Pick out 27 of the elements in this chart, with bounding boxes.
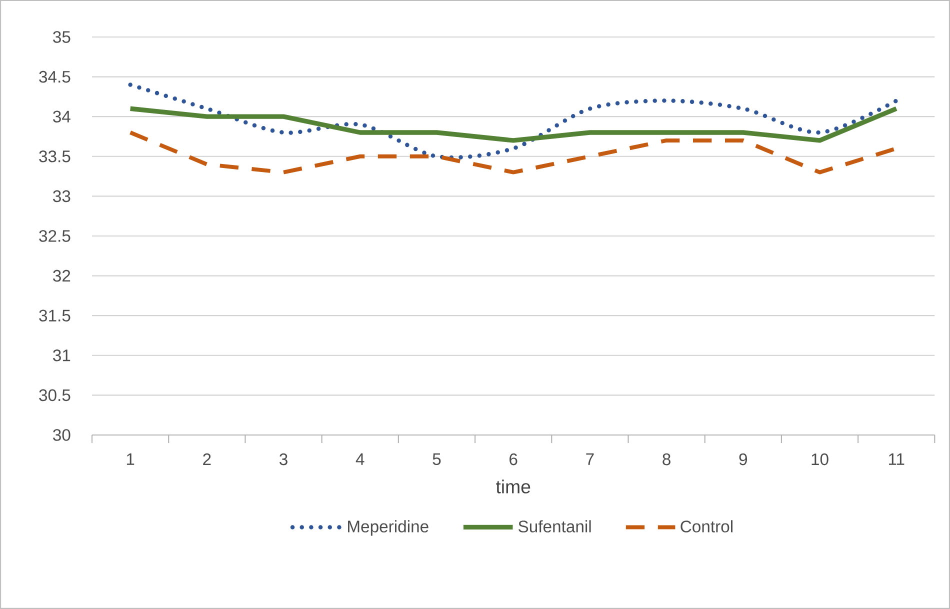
y-tick-label: 32.5	[39, 230, 70, 242]
y-tick-label: 32	[53, 270, 70, 282]
legend-label: Meperidine	[348, 520, 428, 536]
legend-label: Sufentanil	[518, 520, 591, 532]
y-tick-label: 33.5	[39, 150, 70, 162]
x-tick-label: 7	[586, 453, 594, 465]
y-tick-label: 34	[53, 110, 70, 122]
y-tick-label: 35	[53, 31, 70, 43]
line-series	[128, 82, 898, 160]
x-axis-title: time	[496, 480, 530, 494]
x-tick-label: 11	[888, 453, 904, 465]
legend-label: Control	[680, 520, 732, 532]
x-tick-label: 10	[812, 453, 828, 466]
y-tick-label: 30	[53, 429, 70, 441]
y-tick-label: 33	[53, 190, 70, 202]
y-tick-label: 31.5	[39, 310, 70, 322]
x-tick-label: 5	[432, 453, 441, 466]
x-tick-label: 2	[203, 453, 211, 466]
x-tick-label: 3	[280, 453, 288, 466]
x-tick-label: 8	[662, 453, 670, 466]
x-tick-label: 6	[510, 453, 518, 466]
y-tick-label: 30.5	[39, 389, 70, 402]
x-tick-label: 9	[739, 453, 748, 466]
y-tick-label: 34.5	[39, 70, 70, 83]
x-tick-label: 4	[356, 453, 364, 465]
x-tick-label: 1	[126, 453, 134, 465]
y-tick-label: 31	[53, 349, 70, 362]
